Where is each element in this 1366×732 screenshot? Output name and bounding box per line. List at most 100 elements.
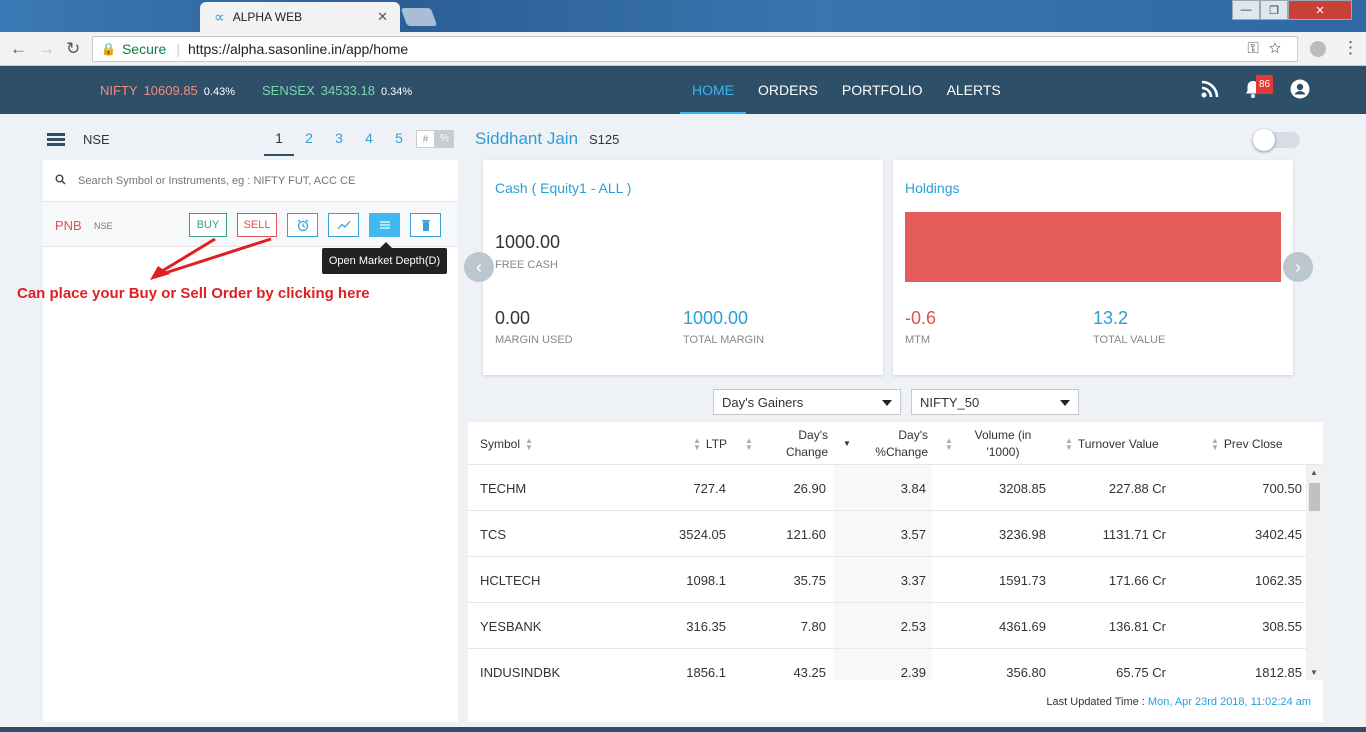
cell-pchange: 3.57 [900, 527, 926, 542]
maximize-button[interactable]: ❐ [1260, 0, 1288, 20]
carousel-next-button[interactable]: › [1283, 252, 1313, 282]
watchlist-page-3[interactable]: 3 [335, 130, 343, 146]
cell-symbol: TCS [480, 527, 506, 542]
cell-volume: 1591.73 [999, 573, 1046, 588]
reload-icon[interactable]: ↻ [66, 39, 81, 58]
table-row[interactable]: INDUSINDBK 1856.1 43.25 2.39 356.80 65.7… [468, 649, 1306, 680]
watchlist-page-2[interactable]: 2 [305, 130, 313, 146]
key-icon[interactable]: ⚿ [1247, 40, 1269, 57]
holdings-card-title: Holdings [905, 180, 960, 196]
watchlist-page-4[interactable]: 4 [365, 130, 373, 146]
taskbar-strip [0, 727, 1366, 732]
line-chart-icon [337, 221, 350, 230]
scroll-down-icon[interactable]: ▼ [1310, 668, 1318, 677]
secure-label: Secure [121, 41, 167, 57]
cell-change: 35.75 [793, 573, 826, 588]
buy-button[interactable]: BUY [189, 213, 227, 237]
new-tab-button[interactable] [400, 8, 438, 26]
annotation-arrow-icon [150, 237, 272, 280]
cell-turnover: 136.81 Cr [1108, 619, 1166, 634]
margin-used-label: MARGIN USED [495, 334, 573, 346]
minimize-button[interactable]: — [1232, 0, 1260, 20]
table-row[interactable]: TCS 3524.05 121.60 3.57 3236.98 1131.71 … [468, 511, 1306, 557]
cell-ltp: 1856.1 [686, 665, 726, 680]
carousel-prev-button[interactable]: ‹ [464, 252, 494, 282]
tab-title: ALPHA WEB [232, 10, 303, 24]
col-turnover-label: Turnover Value [1077, 436, 1159, 451]
format-percent-button[interactable]: % [435, 130, 454, 148]
col-prev[interactable]: ▲ ▼ Prev Close [1206, 422, 1283, 465]
forward-arrow-icon[interactable]: → [38, 39, 55, 58]
cell-prev: 308.55 [1262, 619, 1302, 634]
col-change[interactable]: ▲ ▼ Day's Change [740, 422, 828, 465]
sensex-ticker: SENSEX 34533.18 0.34% [262, 83, 412, 98]
table-row[interactable]: TECHM 727.4 26.90 3.84 3208.85 227.88 Cr… [468, 465, 1306, 511]
watchlist-row[interactable]: PNB NSE BUY SELL [43, 202, 458, 247]
cell-ltp: 1098.1 [686, 573, 726, 588]
rss-icon[interactable] [1200, 79, 1220, 104]
menu-portfolio[interactable]: PORTFOLIO [841, 82, 923, 98]
col-ltp[interactable]: ▲ ▼ LTP [688, 422, 727, 465]
close-window-button[interactable]: ✕ [1288, 0, 1352, 20]
lock-icon: 🔒 [101, 42, 116, 56]
table-row[interactable]: HCLTECH 1098.1 35.75 3.37 1591.73 171.66… [468, 557, 1306, 603]
alert-clock-button[interactable] [287, 213, 318, 237]
chrome-menu-icon[interactable]: ⋮ [1342, 38, 1359, 57]
cell-volume: 3208.85 [999, 481, 1046, 496]
omnibox-actions: ⚿☆ [1247, 40, 1291, 57]
col-volume[interactable]: ▲ ▼ Volume (in '1000) [940, 422, 1048, 465]
cell-symbol: HCLTECH [480, 573, 541, 588]
menu-home[interactable]: HOME [680, 66, 746, 114]
close-tab-icon[interactable]: ✕ [377, 9, 388, 24]
col-change-label-1: Day's [798, 427, 828, 442]
watchlist-menu-icon[interactable] [47, 133, 65, 146]
cash-card-title: Cash ( Equity1 - ALL ) [495, 180, 632, 196]
total-margin-value: 1000.00 [683, 308, 749, 328]
browser-tab[interactable]: ∝ ALPHA WEB ✕ [200, 2, 400, 32]
omnibox-separator: | [176, 41, 180, 57]
chart-button[interactable] [328, 213, 359, 237]
watchlist-page-5[interactable]: 5 [395, 130, 403, 146]
cell-pchange: 2.39 [900, 665, 926, 680]
market-depth-button[interactable] [369, 213, 400, 237]
col-symbol[interactable]: Symbol ▲ ▼ [480, 422, 538, 465]
col-pchange[interactable]: ▼ Day's %Change [838, 422, 928, 465]
extension-icon[interactable] [1310, 41, 1326, 57]
scroll-up-icon[interactable]: ▲ [1310, 468, 1318, 477]
table-header: Symbol ▲ ▼ ▲ ▼ LTP ▲ ▼ Day's Change ▼ Day's%… [468, 422, 1323, 465]
gainers-dropdown[interactable]: Day's Gainers [713, 389, 901, 415]
table-scrollbar[interactable]: ▲ ▼ [1306, 465, 1323, 680]
index-dropdown[interactable]: NIFTY_50 [911, 389, 1079, 415]
col-volume-label-2: '1000) [986, 444, 1020, 459]
cell-pchange: 2.53 [900, 619, 926, 634]
watchlist-page-1[interactable]: 1 [264, 130, 294, 156]
url-input[interactable]: 🔒 Secure | https://alpha.sasonline.in/ap… [92, 36, 1298, 62]
notification-badge: 86 [1256, 75, 1274, 94]
cell-turnover: 227.88 Cr [1108, 481, 1166, 496]
cell-change: 43.25 [793, 665, 826, 680]
theme-toggle[interactable] [1253, 129, 1300, 151]
user-profile-icon[interactable] [1290, 79, 1310, 104]
back-arrow-icon[interactable]: ← [10, 39, 27, 58]
col-turnover[interactable]: ▲ ▼ Turnover Value [1060, 422, 1159, 465]
menu-alerts[interactable]: ALERTS [946, 82, 1001, 98]
sensex-change: 0.34% [380, 86, 413, 98]
table-row[interactable]: YESBANK 316.35 7.80 2.53 4361.69 136.81 … [468, 603, 1306, 649]
gainers-dropdown-value: Day's Gainers [722, 394, 804, 410]
scroll-thumb[interactable] [1309, 483, 1320, 511]
app-header: NIFTY 10609.85 0.43% SENSEX 34533.18 0.34% H… [0, 66, 1366, 114]
sort-icon: ▲ ▼ [525, 435, 533, 452]
cell-prev: 3402.45 [1255, 527, 1302, 542]
format-hash-button[interactable]: # [416, 130, 435, 148]
sell-button[interactable]: SELL [237, 213, 277, 237]
exchange-label[interactable]: NSE [83, 132, 110, 147]
browser-tab-bar: ∝ ALPHA WEB ✕ — ❐ ✕ [0, 0, 1366, 32]
delete-button[interactable] [410, 213, 441, 237]
cash-card: Cash ( Equity1 - ALL ) 1000.00 FREE CASH… [483, 160, 883, 375]
toggle-knob [1253, 129, 1275, 151]
search-input[interactable] [78, 174, 418, 187]
star-icon[interactable]: ☆ [1268, 40, 1291, 57]
menu-orders[interactable]: ORDERS [758, 82, 818, 98]
cell-ltp: 316.35 [686, 619, 726, 634]
free-cash-value: 1000.00 [495, 232, 561, 252]
